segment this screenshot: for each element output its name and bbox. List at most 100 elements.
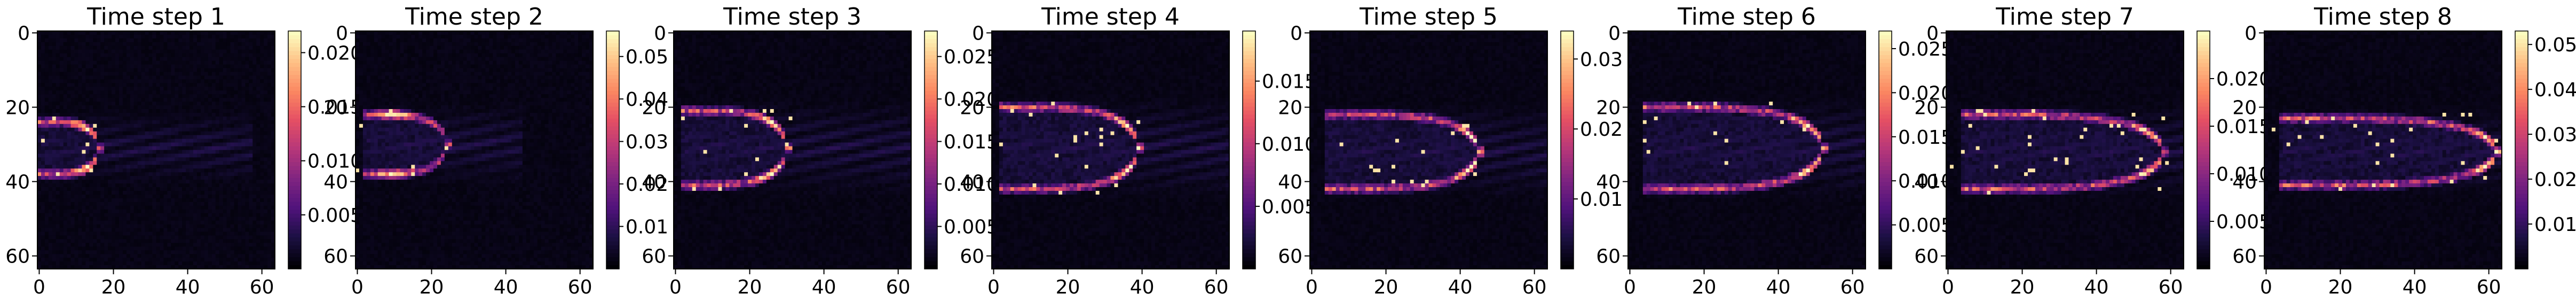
heatmap-cell — [363, 72, 367, 75]
heatmap-cell — [82, 191, 85, 195]
heatmap-cell — [93, 105, 97, 109]
heatmap-cell — [452, 50, 456, 53]
heatmap-cell — [534, 57, 538, 61]
heatmap-cell — [115, 124, 119, 128]
heatmap-cell — [245, 53, 249, 57]
heatmap-cell — [141, 187, 145, 191]
heatmap-cell — [134, 210, 138, 213]
heatmap-cell — [216, 161, 219, 165]
heatmap-cell — [219, 213, 223, 217]
heatmap-cell — [145, 109, 149, 113]
heatmap-cell — [100, 258, 104, 261]
heatmap-cell — [231, 225, 234, 228]
heatmap-cell — [85, 102, 89, 105]
colorbar-segment — [288, 103, 301, 107]
heatmap-cell — [56, 153, 60, 157]
heatmap-cell — [186, 61, 189, 65]
heatmap-cell — [571, 53, 574, 57]
heatmap-cell — [519, 53, 523, 57]
heatmap-cell — [256, 191, 260, 195]
heatmap-cell — [489, 65, 493, 68]
heatmap-cell — [234, 105, 238, 109]
heatmap-cell — [134, 83, 138, 87]
heatmap-cell — [197, 239, 201, 243]
heatmap-cell — [171, 150, 175, 154]
heatmap-cell — [508, 42, 511, 46]
heatmap-cell — [231, 105, 234, 109]
heatmap-cell — [41, 261, 45, 265]
heatmap-cell — [115, 231, 119, 235]
heatmap-cell — [93, 139, 97, 143]
heatmap-cell — [149, 198, 153, 202]
heatmap-cell — [437, 42, 441, 46]
heatmap-cell — [359, 38, 363, 42]
heatmap-cell — [60, 57, 64, 61]
heatmap-cell — [149, 239, 153, 243]
heatmap-cell — [212, 90, 216, 94]
heatmap-cell — [64, 128, 67, 132]
heatmap-cell — [127, 135, 130, 139]
heatmap-cell — [252, 239, 256, 243]
heatmap-cell — [127, 98, 130, 102]
heatmap-cell — [167, 143, 171, 146]
heatmap-cell — [130, 61, 134, 65]
heatmap-cell — [552, 42, 556, 46]
heatmap-cell — [267, 65, 271, 68]
heatmap-cell — [85, 87, 89, 90]
heatmap-cell — [249, 150, 252, 154]
heatmap-cell — [355, 72, 359, 75]
heatmap-cell — [216, 153, 219, 157]
heatmap-cell — [182, 143, 186, 146]
heatmap-cell — [212, 135, 216, 139]
heatmap-cell — [56, 202, 60, 206]
heatmap-cell — [227, 261, 231, 265]
heatmap-cell — [163, 128, 167, 132]
heatmap-cell — [223, 124, 227, 128]
heatmap-cells — [37, 31, 275, 269]
heatmap-cell — [119, 202, 123, 206]
heatmap-cell — [93, 191, 97, 195]
heatmap-cell — [552, 65, 556, 68]
heatmap-cell — [208, 183, 212, 187]
heatmap-cell — [541, 57, 545, 61]
heatmap-cell — [208, 225, 212, 228]
heatmap-cell — [78, 79, 82, 83]
heatmap-cell — [115, 261, 119, 265]
heatmap-cell — [182, 38, 186, 42]
heatmap-cell — [119, 65, 123, 68]
heatmap-cell — [41, 109, 45, 113]
heatmap-cell — [171, 228, 175, 232]
heatmap-cell — [78, 161, 82, 165]
heatmap-cell — [186, 46, 189, 50]
heatmap-cell — [49, 146, 52, 150]
heatmap-cell — [234, 243, 238, 246]
heatmap-cell — [104, 157, 108, 161]
heatmap-cell — [241, 42, 245, 46]
heatmap-cell — [156, 105, 160, 109]
heatmap-cell — [256, 221, 260, 225]
heatmap-cell — [496, 53, 500, 57]
heatmap-cell — [37, 165, 41, 168]
heatmap-cell — [467, 68, 471, 72]
heatmap-cell — [478, 61, 481, 65]
heatmap-cell — [260, 213, 264, 217]
heatmap-cell — [149, 172, 153, 176]
heatmap-cell — [511, 38, 515, 42]
heatmap-cell — [108, 168, 112, 172]
heatmap-cell — [56, 90, 60, 94]
heatmap-cell — [49, 94, 52, 98]
heatmap-cell — [189, 143, 193, 146]
heatmap-cell — [245, 206, 249, 210]
heatmap-cell — [149, 102, 153, 105]
heatmap-cell — [563, 65, 567, 68]
heatmap-cell — [97, 235, 100, 239]
heatmap-cell — [178, 75, 182, 79]
heatmap-cell — [171, 135, 175, 139]
heatmap-cell — [256, 210, 260, 213]
heatmap-cell — [141, 153, 145, 157]
heatmap-cell — [56, 124, 60, 128]
heatmap-cell — [508, 46, 511, 50]
heatmap-cell — [445, 46, 448, 50]
heatmap-cell — [97, 143, 100, 146]
heatmap-cell — [115, 50, 119, 53]
